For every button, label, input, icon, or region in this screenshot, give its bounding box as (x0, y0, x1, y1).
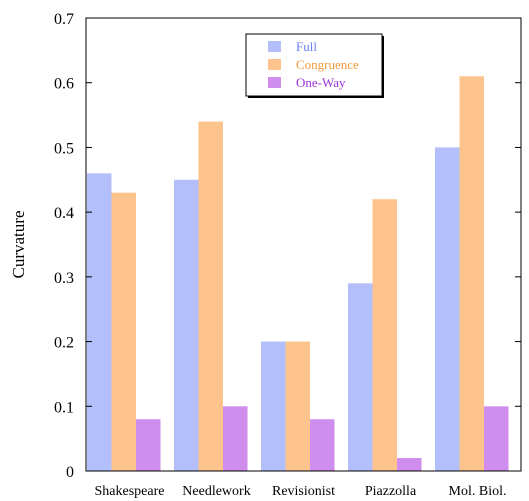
y-tick-label: 0.3 (54, 270, 74, 287)
bar-full-0 (87, 173, 112, 472)
bar-congruence-3 (372, 199, 397, 471)
bar-one-way-0 (136, 419, 161, 471)
y-tick-label: 0.4 (54, 205, 74, 222)
plot-frame (85, 17, 522, 472)
legend-swatch (268, 59, 281, 70)
bar-congruence-1 (198, 121, 223, 472)
y-tick-label: 0.6 (54, 76, 74, 93)
bar-full-4 (435, 147, 460, 471)
bar-full-2 (261, 341, 286, 471)
y-tick-label: 0.5 (54, 140, 74, 157)
bar-congruence-4 (459, 76, 484, 471)
legend-label: Congruence (296, 57, 359, 72)
bar-one-way-3 (397, 458, 422, 471)
x-tick-label: Piazzolla (365, 484, 417, 499)
legend-swatch (268, 41, 281, 52)
y-tick-label: 0.1 (54, 399, 74, 416)
legend-label: One-Way (296, 75, 346, 90)
y-axis-label: Curvature (9, 211, 28, 279)
legend: Full Congruence One-Way (245, 33, 384, 98)
x-tick-label: Revisionist (272, 484, 335, 499)
bar-one-way-1 (223, 406, 248, 471)
bar-full-3 (348, 283, 373, 471)
bars-group (87, 76, 509, 472)
x-tick-label: Needlework (182, 484, 250, 499)
bar-congruence-0 (111, 192, 136, 471)
legend-label: Full (296, 39, 317, 54)
bar-one-way-4 (484, 406, 509, 471)
y-tick-label: 0.2 (54, 335, 74, 352)
legend-swatch (268, 77, 281, 88)
y-tick-label: 0.7 (54, 11, 74, 28)
x-axis-labels: Shakespeare Needlework Revisionist Piazzoll… (95, 484, 507, 499)
y-tick-label: 0 (66, 464, 74, 481)
x-tick-label: Mol. Biol. (449, 484, 507, 499)
bar-one-way-2 (310, 419, 335, 471)
bar-full-1 (174, 179, 199, 472)
x-tick-label: Shakespeare (95, 484, 165, 499)
y-axis-ticks: 0 0.1 0.2 0.3 0.4 0.5 0.6 0.7 (54, 11, 521, 481)
bar-congruence-2 (285, 341, 310, 471)
